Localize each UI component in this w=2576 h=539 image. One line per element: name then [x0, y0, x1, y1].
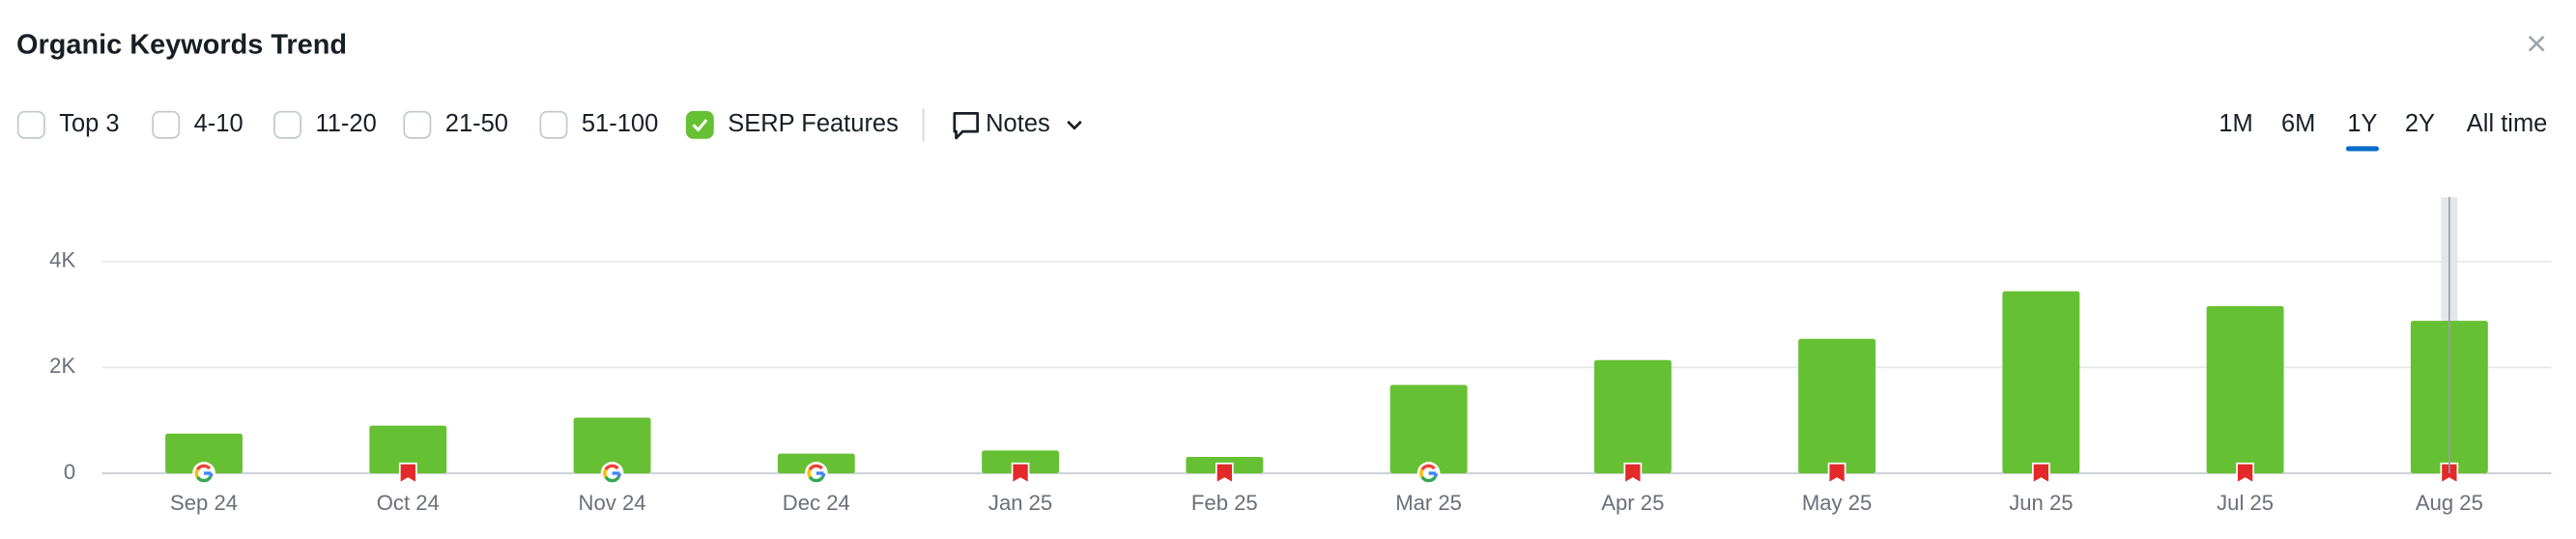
bar: [1798, 338, 1876, 473]
x-tick-label: Aug 25: [2416, 491, 2483, 515]
filter-checkbox[interactable]: 21-50: [403, 110, 508, 139]
x-tick-label: Apr 25: [1601, 491, 1664, 515]
filter-checkbox[interactable]: 4-10: [152, 110, 243, 139]
icon-arc: [604, 464, 619, 471]
note-flag: [1827, 462, 1846, 485]
filter-checkbox[interactable]: 11-20: [273, 110, 377, 139]
checkbox: [403, 110, 432, 139]
checkbox: [152, 110, 181, 139]
x-tick-label: Sep 24: [170, 491, 238, 515]
range-button[interactable]: 2Y: [2405, 110, 2435, 137]
check-mark: [692, 119, 708, 132]
close-button[interactable]: ×: [2526, 23, 2547, 64]
note-flag: [1623, 462, 1643, 485]
range-button[interactable]: All time: [2467, 110, 2548, 137]
google-icon: [804, 462, 828, 485]
icon-arc: [195, 475, 213, 483]
y-tick-label: 4K: [49, 248, 75, 272]
icon-arc: [195, 464, 212, 471]
bar: [2002, 291, 2080, 473]
bar: [2206, 305, 2284, 473]
bar: [982, 450, 1060, 473]
filter-label: 51-100: [582, 110, 658, 137]
note-flag: [398, 462, 417, 485]
icon-arc: [603, 468, 608, 478]
icon-arc: [1420, 464, 1436, 471]
checkbox: [539, 110, 568, 139]
x-tick-label: Jul 25: [2217, 491, 2274, 515]
y-tick-label: 2K: [49, 354, 75, 378]
range-underline: [2345, 146, 2379, 152]
icon-arc: [194, 468, 199, 478]
x-tick-label: Dec 24: [783, 491, 850, 515]
x-tick-label: Oct 24: [377, 491, 440, 515]
chevron: [1067, 120, 1082, 130]
filter-label: 11-20: [315, 110, 376, 137]
checkbox: [685, 110, 714, 139]
x-tick-label: May 25: [1802, 491, 1872, 515]
y-tick-label: 0: [64, 460, 75, 484]
x-tick-label: Mar 25: [1395, 491, 1462, 515]
range-button[interactable]: 6M: [2281, 110, 2315, 137]
title: Organic Keywords Trend: [16, 29, 347, 60]
google-icon: [192, 462, 215, 485]
checkbox: [273, 110, 301, 139]
x-tick-label: Jan 25: [988, 491, 1052, 515]
google-icon: [600, 462, 624, 485]
icon-arc: [1420, 475, 1437, 483]
note-flag: [1011, 462, 1030, 485]
filter-label: 21-50: [445, 110, 508, 137]
bar: [1593, 359, 1672, 473]
range-button[interactable]: 1M: [2218, 110, 2252, 137]
filter-checkbox[interactable]: SERP Features: [685, 110, 899, 139]
notes-icon: [953, 112, 980, 140]
bar: [1389, 384, 1468, 473]
icon-arc: [604, 475, 620, 483]
icon-arc: [808, 464, 823, 471]
filter-label: Top 3: [59, 110, 119, 137]
bar: [369, 425, 447, 473]
filter-checkbox[interactable]: 51-100: [539, 110, 658, 139]
notes-button[interactable]: Notes: [953, 110, 1082, 140]
icon-arc: [807, 468, 812, 478]
x-tick-label: Feb 25: [1191, 491, 1258, 515]
filter-label: 4-10: [194, 110, 243, 137]
x-tick-label: Jun 25: [2009, 491, 2073, 515]
google-icon: [1417, 462, 1441, 485]
range-button[interactable]: 1Y: [2347, 110, 2377, 137]
icon-arc: [1419, 468, 1424, 478]
bar: [573, 417, 651, 473]
filter-label: SERP Features: [728, 110, 899, 137]
icon-arc: [808, 475, 824, 483]
checkbox: [16, 110, 45, 139]
note-flag: [1215, 462, 1234, 485]
notes-label: Notes: [986, 110, 1050, 137]
filter-checkbox[interactable]: Top 3: [16, 110, 120, 139]
note-flag: [2032, 462, 2050, 485]
x-tick-label: Nov 24: [579, 491, 646, 515]
note-flag: [2236, 462, 2254, 485]
bar: [165, 433, 243, 473]
